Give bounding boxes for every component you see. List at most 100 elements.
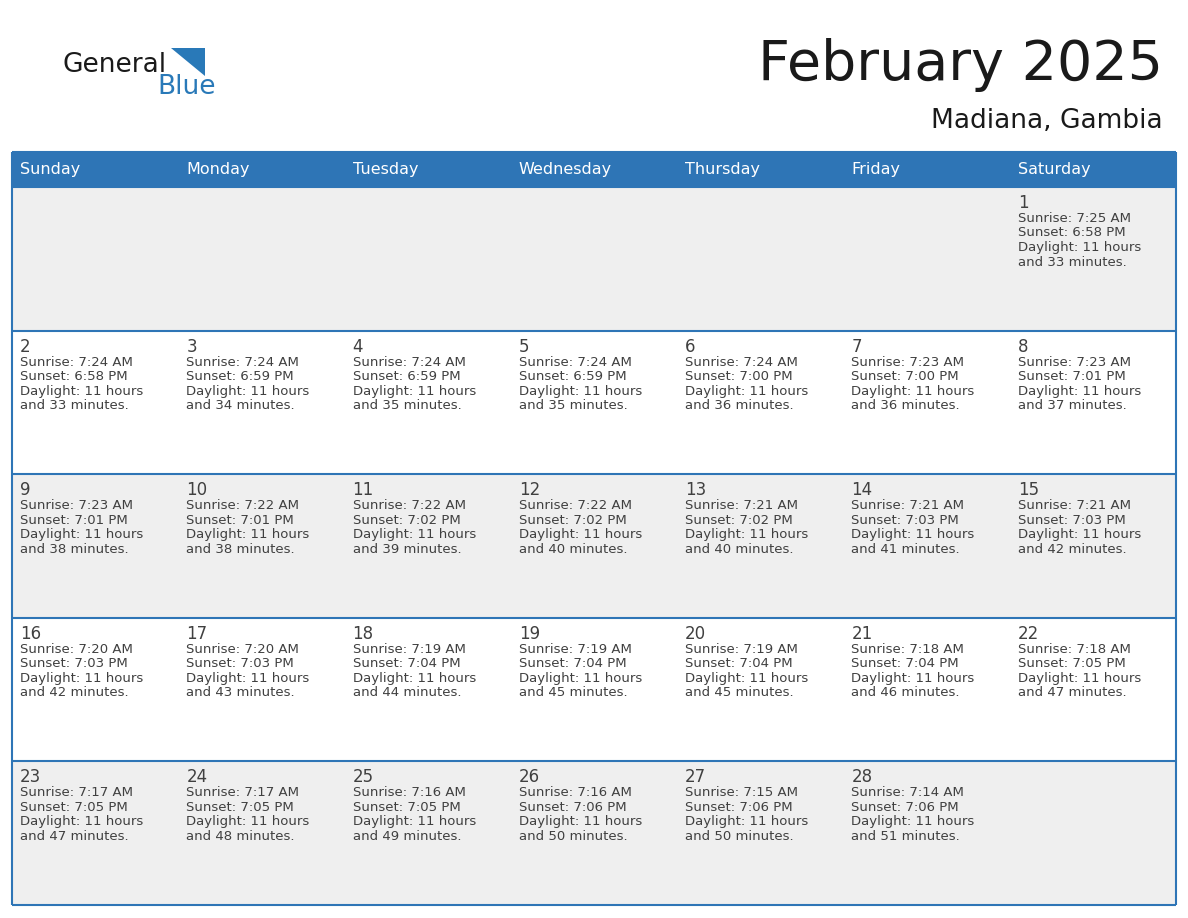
Text: 26: 26 [519, 768, 541, 787]
Text: and 38 minutes.: and 38 minutes. [20, 543, 128, 555]
Text: Sunset: 7:00 PM: Sunset: 7:00 PM [685, 370, 792, 383]
Text: Sunset: 7:05 PM: Sunset: 7:05 PM [1018, 657, 1125, 670]
Text: 6: 6 [685, 338, 696, 355]
Text: Sunrise: 7:16 AM: Sunrise: 7:16 AM [519, 787, 632, 800]
Text: Sunrise: 7:22 AM: Sunrise: 7:22 AM [187, 499, 299, 512]
Text: Friday: Friday [852, 162, 901, 177]
Bar [843, 475, 1010, 618]
Bar [12, 475, 178, 618]
Text: Sunrise: 7:24 AM: Sunrise: 7:24 AM [20, 355, 133, 369]
Text: Daylight: 11 hours: Daylight: 11 hours [353, 815, 476, 828]
Text: 28: 28 [852, 768, 872, 787]
Text: 25: 25 [353, 768, 374, 787]
Text: Daylight: 11 hours: Daylight: 11 hours [187, 528, 310, 542]
Text: and 46 minutes.: and 46 minutes. [852, 687, 960, 700]
Text: Daylight: 11 hours: Daylight: 11 hours [353, 528, 476, 542]
Bar [345, 475, 511, 618]
Text: Sunrise: 7:22 AM: Sunrise: 7:22 AM [519, 499, 632, 512]
Text: 14: 14 [852, 481, 872, 499]
Bar [511, 475, 677, 618]
Text: Sunrise: 7:22 AM: Sunrise: 7:22 AM [353, 499, 466, 512]
Bar [1010, 152, 1176, 187]
Text: Sunrise: 7:24 AM: Sunrise: 7:24 AM [187, 355, 299, 369]
Bar [1010, 761, 1176, 905]
Text: Sunset: 6:58 PM: Sunset: 6:58 PM [1018, 227, 1125, 240]
Bar [511, 618, 677, 761]
Text: Sunset: 7:01 PM: Sunset: 7:01 PM [187, 514, 295, 527]
Text: and 48 minutes.: and 48 minutes. [187, 830, 295, 843]
Bar [677, 330, 843, 475]
Text: Sunrise: 7:24 AM: Sunrise: 7:24 AM [519, 355, 632, 369]
Bar [12, 330, 178, 475]
Text: 21: 21 [852, 625, 873, 643]
Text: 19: 19 [519, 625, 541, 643]
Text: Sunset: 7:02 PM: Sunset: 7:02 PM [519, 514, 626, 527]
Text: Daylight: 11 hours: Daylight: 11 hours [519, 385, 642, 397]
Bar [345, 330, 511, 475]
Text: Madiana, Gambia: Madiana, Gambia [931, 108, 1163, 134]
Text: Sunrise: 7:21 AM: Sunrise: 7:21 AM [1018, 499, 1131, 512]
Bar [178, 618, 345, 761]
Text: February 2025: February 2025 [758, 38, 1163, 92]
Text: Sunrise: 7:19 AM: Sunrise: 7:19 AM [685, 643, 798, 655]
Bar [178, 187, 345, 330]
Text: Sunrise: 7:20 AM: Sunrise: 7:20 AM [187, 643, 299, 655]
Text: Sunrise: 7:15 AM: Sunrise: 7:15 AM [685, 787, 798, 800]
Text: Sunset: 7:03 PM: Sunset: 7:03 PM [20, 657, 128, 670]
Text: 17: 17 [187, 625, 208, 643]
Text: Sunset: 6:59 PM: Sunset: 6:59 PM [353, 370, 460, 383]
Text: 7: 7 [852, 338, 862, 355]
Bar [843, 761, 1010, 905]
Text: and 43 minutes.: and 43 minutes. [187, 687, 295, 700]
Text: and 51 minutes.: and 51 minutes. [852, 830, 960, 843]
Bar [345, 618, 511, 761]
Text: 24: 24 [187, 768, 208, 787]
Text: Monday: Monday [187, 162, 249, 177]
Bar [1010, 187, 1176, 330]
Bar [1010, 618, 1176, 761]
Text: Thursday: Thursday [685, 162, 760, 177]
Text: Daylight: 11 hours: Daylight: 11 hours [519, 672, 642, 685]
Text: Sunset: 6:58 PM: Sunset: 6:58 PM [20, 370, 127, 383]
Text: 16: 16 [20, 625, 42, 643]
Text: Daylight: 11 hours: Daylight: 11 hours [353, 672, 476, 685]
Bar [843, 152, 1010, 187]
Text: Sunset: 7:05 PM: Sunset: 7:05 PM [353, 800, 460, 814]
Text: Sunset: 7:03 PM: Sunset: 7:03 PM [852, 514, 959, 527]
Text: Daylight: 11 hours: Daylight: 11 hours [852, 385, 974, 397]
Bar [511, 152, 677, 187]
Text: 4: 4 [353, 338, 364, 355]
Text: 13: 13 [685, 481, 707, 499]
Bar [345, 187, 511, 330]
Text: Sunset: 7:01 PM: Sunset: 7:01 PM [20, 514, 128, 527]
Text: Daylight: 11 hours: Daylight: 11 hours [1018, 385, 1140, 397]
Text: Sunset: 7:03 PM: Sunset: 7:03 PM [1018, 514, 1125, 527]
Text: Sunset: 6:59 PM: Sunset: 6:59 PM [187, 370, 293, 383]
Bar [511, 761, 677, 905]
Text: Daylight: 11 hours: Daylight: 11 hours [1018, 672, 1140, 685]
Text: and 37 minutes.: and 37 minutes. [1018, 399, 1126, 412]
Text: Sunset: 7:05 PM: Sunset: 7:05 PM [20, 800, 128, 814]
Text: Sunset: 7:02 PM: Sunset: 7:02 PM [685, 514, 792, 527]
Bar [843, 618, 1010, 761]
Text: 2: 2 [20, 338, 31, 355]
Text: Daylight: 11 hours: Daylight: 11 hours [1018, 528, 1140, 542]
Text: Sunset: 7:00 PM: Sunset: 7:00 PM [852, 370, 959, 383]
Bar [677, 187, 843, 330]
Text: Daylight: 11 hours: Daylight: 11 hours [20, 528, 144, 542]
Text: Sunset: 7:04 PM: Sunset: 7:04 PM [852, 657, 959, 670]
Text: Sunrise: 7:23 AM: Sunrise: 7:23 AM [1018, 355, 1131, 369]
Text: Daylight: 11 hours: Daylight: 11 hours [685, 672, 808, 685]
Text: Daylight: 11 hours: Daylight: 11 hours [519, 815, 642, 828]
Text: Sunrise: 7:19 AM: Sunrise: 7:19 AM [353, 643, 466, 655]
Bar [677, 761, 843, 905]
Text: Sunrise: 7:17 AM: Sunrise: 7:17 AM [187, 787, 299, 800]
Text: and 47 minutes.: and 47 minutes. [1018, 687, 1126, 700]
Text: Daylight: 11 hours: Daylight: 11 hours [187, 385, 310, 397]
Bar [12, 761, 178, 905]
Text: Sunset: 7:06 PM: Sunset: 7:06 PM [685, 800, 792, 814]
Text: 10: 10 [187, 481, 208, 499]
Polygon shape [171, 48, 206, 76]
Text: 20: 20 [685, 625, 707, 643]
Text: Sunrise: 7:23 AM: Sunrise: 7:23 AM [20, 499, 133, 512]
